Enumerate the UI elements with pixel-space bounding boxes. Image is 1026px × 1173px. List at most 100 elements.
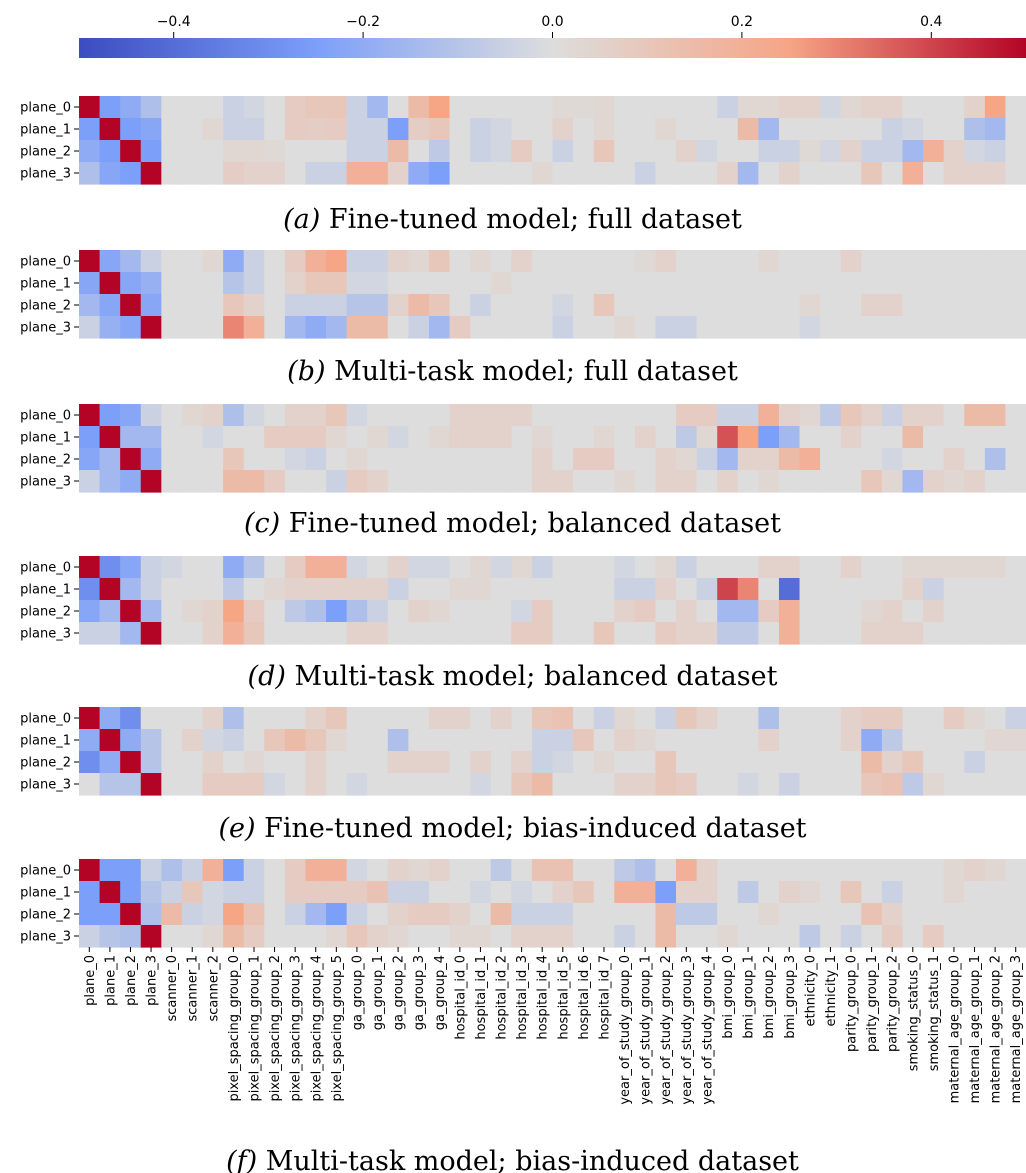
heatmap-cell: [964, 250, 986, 273]
column-label: year_of_study_group_0: [618, 955, 633, 1105]
heatmap-cell: [202, 556, 224, 579]
heatmap-cell: [387, 140, 409, 163]
heatmap-cell: [408, 96, 430, 119]
row-label: plane_3: [20, 167, 71, 182]
heatmap-cell: [326, 470, 348, 493]
row-label: plane_0: [20, 712, 71, 727]
column-label: pixel_spacing_group_3: [289, 955, 304, 1102]
heatmap-cell: [634, 448, 657, 471]
heatmap-cell: [470, 903, 492, 926]
heatmap-cell: [902, 272, 924, 295]
heatmap-cell: [737, 426, 759, 449]
heatmap-cell: [346, 925, 368, 948]
heatmap-cell: [223, 773, 245, 796]
heatmap-cell: [387, 294, 409, 317]
heatmap-cell: [655, 903, 677, 926]
heatmap-cell: [737, 316, 759, 339]
heatmap-cell: [490, 470, 512, 493]
heatmap-cell: [387, 448, 409, 471]
heatmap-cell: [923, 162, 945, 185]
heatmap-cell: [737, 140, 759, 163]
heatmap-cell: [1005, 881, 1026, 904]
heatmap-cell: [881, 316, 904, 339]
heatmap-cell: [346, 272, 368, 295]
heatmap-cell: [79, 859, 101, 882]
heatmap-cell: [284, 250, 307, 273]
heatmap-cell: [202, 859, 224, 882]
column-label: ga_group_0: [350, 955, 365, 1030]
column-label: hospital_id_3: [515, 955, 530, 1040]
heatmap-cell: [284, 294, 307, 317]
heatmap-cell: [984, 250, 1007, 273]
panel-letter: (e): [218, 813, 255, 844]
heatmap-cell: [778, 859, 801, 882]
heatmap-cell: [449, 881, 471, 904]
heatmap-cell: [428, 622, 451, 645]
heatmap-cell: [79, 316, 101, 339]
heatmap-cell: [984, 925, 1007, 948]
heatmap-cell: [614, 250, 636, 273]
heatmap-cell: [408, 881, 430, 904]
heatmap-cell: [243, 118, 265, 141]
row-label: plane_1: [20, 583, 71, 598]
heatmap-cell: [573, 578, 595, 601]
column-label: ethnicity_1: [824, 955, 839, 1027]
heatmap-cell: [799, 162, 821, 185]
heatmap-cell: [284, 556, 307, 579]
heatmap-cell: [367, 272, 389, 295]
heatmap-cell: [449, 773, 471, 796]
heatmap-cell: [840, 925, 862, 948]
heatmap-cell: [511, 925, 533, 948]
heatmap-cell: [676, 881, 698, 904]
heatmap-cell: [984, 773, 1007, 796]
heatmap-cell: [902, 751, 924, 774]
heatmap-cell: [614, 272, 636, 295]
heatmap-cell: [511, 426, 533, 449]
heatmap-cell: [614, 426, 636, 449]
heatmap-cell: [634, 578, 657, 601]
heatmap-cell: [428, 707, 451, 730]
heatmap-cell: [923, 448, 945, 471]
heatmap-cell: [161, 751, 183, 774]
heatmap-cell: [923, 622, 945, 645]
heatmap-cell: [799, 578, 821, 601]
heatmap-cell: [305, 859, 327, 882]
heatmap-cell: [140, 881, 162, 904]
heatmap-cell: [840, 622, 862, 645]
heatmap-cell: [593, 96, 615, 119]
heatmap-cell: [634, 556, 657, 579]
heatmap-cell: [593, 881, 615, 904]
heatmap-panel: plane_0 plane_1 plane_2 plane_3 (f) Multi-ta…: [20, 859, 1026, 1173]
heatmap-cell: [346, 470, 368, 493]
heatmap-cell: [449, 925, 471, 948]
heatmap-cell: [408, 707, 430, 730]
heatmap-cell: [634, 118, 657, 141]
heatmap-cell: [79, 600, 101, 623]
heatmap-cell: [326, 773, 348, 796]
heatmap-cell: [861, 294, 883, 317]
heatmap-cell: [1005, 751, 1026, 774]
heatmap-cell: [964, 556, 986, 579]
heatmap-cell: [99, 316, 121, 339]
heatmap-cell: [243, 903, 265, 926]
heatmap-cell: [99, 250, 121, 273]
heatmap-cell: [840, 903, 862, 926]
heatmap-cell: [820, 404, 842, 427]
heatmap-cell: [552, 470, 574, 493]
heatmap-cell: [614, 925, 636, 948]
heatmap-cell: [696, 426, 718, 449]
heatmap-cell: [881, 294, 904, 317]
heatmap-cell: [408, 925, 430, 948]
heatmap-cell: [676, 729, 698, 752]
heatmap-cell: [614, 600, 636, 623]
heatmap-cell: [861, 622, 883, 645]
heatmap-cell: [593, 707, 615, 730]
heatmap-cell: [696, 729, 718, 752]
heatmap-cell: [820, 925, 842, 948]
heatmap-cell: [202, 707, 224, 730]
heatmap-cell: [367, 426, 389, 449]
heatmap-cell: [408, 316, 430, 339]
heatmap-cell: [346, 556, 368, 579]
heatmap-cell: [737, 751, 759, 774]
heatmap-cell: [614, 294, 636, 317]
